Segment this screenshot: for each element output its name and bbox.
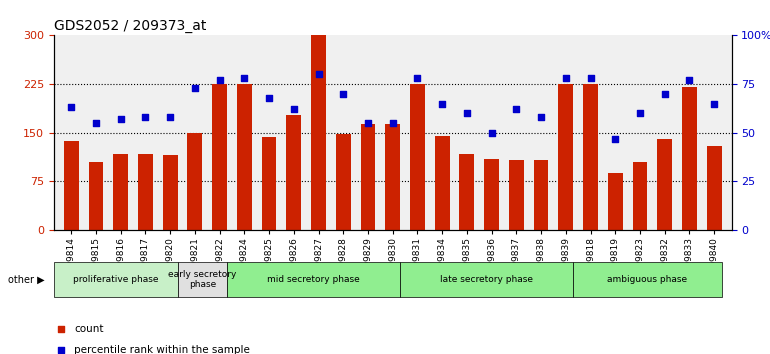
Text: other ▶: other ▶ (8, 275, 45, 285)
Point (448, 98, 460, 104)
Point (460, 110, 473, 116)
Point (683, 77, 695, 83)
Bar (262, 137, 276, 230)
Text: proliferative phase: proliferative phase (73, 275, 159, 284)
Point (115, 116, 127, 122)
FancyBboxPatch shape (54, 262, 178, 297)
Point (164, 114, 176, 120)
Bar (187, 133, 203, 230)
Bar (64, 141, 79, 230)
Bar (658, 139, 672, 230)
Bar (484, 159, 499, 230)
Point (560, 75, 572, 81)
Point (65, 104, 77, 110)
Point (634, 110, 646, 116)
Point (337, 91, 350, 97)
Bar (460, 154, 474, 230)
Bar (435, 136, 450, 230)
Point (411, 75, 424, 81)
Point (288, 107, 300, 112)
Point (313, 72, 325, 77)
Text: percentile rank within the sample: percentile rank within the sample (74, 345, 250, 354)
Bar (534, 160, 548, 230)
Point (238, 75, 250, 81)
Point (387, 120, 399, 126)
Point (535, 114, 547, 120)
Point (436, 101, 448, 106)
Bar (633, 162, 648, 230)
Bar (682, 87, 697, 230)
Text: GDS2052 / 209373_at: GDS2052 / 209373_at (54, 19, 206, 33)
Bar (237, 84, 252, 230)
Point (485, 130, 497, 136)
Text: late secretory phase: late secretory phase (440, 275, 533, 284)
Bar (558, 84, 573, 230)
Point (708, 101, 721, 106)
Point (263, 95, 275, 101)
Point (511, 107, 523, 112)
Bar (113, 154, 128, 230)
Bar (336, 134, 350, 230)
FancyBboxPatch shape (573, 262, 721, 297)
Text: count: count (74, 324, 104, 333)
Point (213, 77, 226, 83)
Bar (707, 146, 721, 230)
FancyBboxPatch shape (400, 262, 573, 297)
Bar (89, 162, 103, 230)
FancyBboxPatch shape (227, 262, 400, 297)
Point (658, 91, 671, 97)
Point (584, 75, 597, 81)
Text: early secretory
phase: early secretory phase (168, 270, 236, 289)
Text: mid secretory phase: mid secretory phase (267, 275, 360, 284)
Bar (385, 124, 400, 230)
Point (139, 114, 152, 120)
Bar (213, 84, 227, 230)
Bar (138, 154, 152, 230)
Text: ambiguous phase: ambiguous phase (608, 275, 688, 284)
Point (189, 85, 201, 91)
Bar (162, 155, 178, 230)
Bar (509, 160, 524, 230)
Point (362, 120, 374, 126)
Bar (608, 173, 623, 230)
Point (609, 136, 621, 141)
Point (90, 120, 102, 126)
Bar (311, 35, 326, 230)
Bar (286, 115, 301, 230)
Bar (410, 84, 425, 230)
Bar (583, 84, 598, 230)
FancyBboxPatch shape (178, 262, 227, 297)
Bar (360, 124, 376, 230)
Point (448, 291, 460, 297)
